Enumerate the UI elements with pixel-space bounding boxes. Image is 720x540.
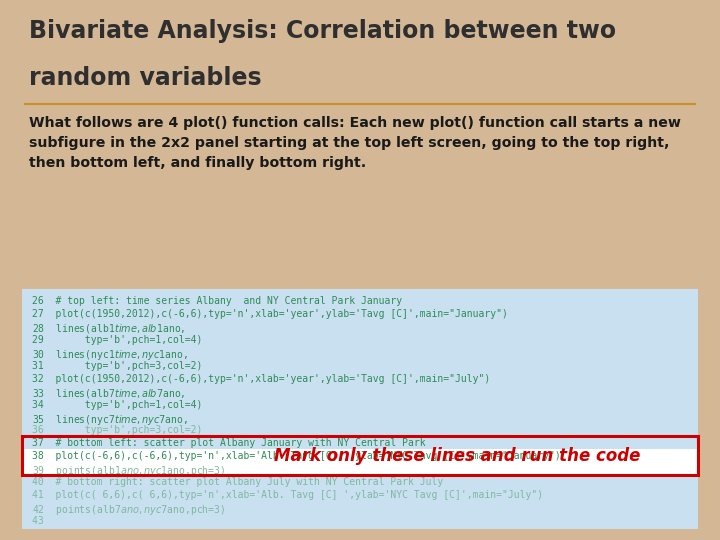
Text: What follows are 4 plot() function calls: Each new plot() function call starts a: What follows are 4 plot() function calls…: [29, 116, 680, 170]
Text: 41  plot(c( 6,6),c( 6,6),typ='n',xlab='Alb. Tavg [C] ',ylab='NYC Tavg [C]',main=: 41 plot(c( 6,6),c( 6,6),typ='n',xlab='Al…: [32, 490, 544, 500]
Text: Mark only these lines and run the code: Mark only these lines and run the code: [274, 447, 640, 464]
FancyBboxPatch shape: [22, 462, 698, 475]
Text: 32  plot(c(1950,2012),c(-6,6),typ='n',xlab='year',ylab='Tavg [C]',main="July"): 32 plot(c(1950,2012),c(-6,6),typ='n',xla…: [32, 374, 490, 384]
FancyBboxPatch shape: [22, 289, 698, 529]
Text: 28  lines(alb1$time,alb1$ano,: 28 lines(alb1$time,alb1$ano,: [32, 322, 186, 335]
Text: 30  lines(nyc1$time,nyc1$ano,: 30 lines(nyc1$time,nyc1$ano,: [32, 348, 189, 362]
Text: Bivariate Analysis: Correlation between two: Bivariate Analysis: Correlation between …: [29, 19, 616, 43]
Text: 35  lines(nyc7$time,nyc7$ano,: 35 lines(nyc7$time,nyc7$ano,: [32, 413, 189, 427]
Text: 34       typ='b',pch=1,col=4): 34 typ='b',pch=1,col=4): [32, 400, 203, 410]
Text: 29       typ='b',pch=1,col=4): 29 typ='b',pch=1,col=4): [32, 335, 203, 345]
Text: 33  lines(alb7$time,alb7$ano,: 33 lines(alb7$time,alb7$ano,: [32, 387, 186, 400]
Text: 39  points(alb1$ano,nyc1$ano,pch=3): 39 points(alb1$ano,nyc1$ano,pch=3): [32, 464, 225, 478]
Text: 36       typ='b',pch=3,col=2): 36 typ='b',pch=3,col=2): [32, 426, 203, 435]
Text: 31       typ='b',pch=3,col=2): 31 typ='b',pch=3,col=2): [32, 361, 203, 371]
Text: 40  # bottom right: scatter plot Albany July with NY Central Park July: 40 # bottom right: scatter plot Albany J…: [32, 477, 444, 487]
Text: 38  plot(c(-6,6),c(-6,6),typ='n',xlab='Alb. Tavg [C] ',ylab='NYC Tavg [C]',main=: 38 plot(c(-6,6),c(-6,6),typ='n',xlab='Al…: [32, 451, 561, 461]
FancyBboxPatch shape: [22, 449, 698, 462]
Text: 26  # top left: time series Albany  and NY Central Park January: 26 # top left: time series Albany and NY…: [32, 296, 402, 307]
Text: 37  # bottom left: scatter plot Albany January with NY Central Park: 37 # bottom left: scatter plot Albany Ja…: [32, 438, 426, 448]
Text: 43: 43: [32, 516, 56, 526]
Text: 27  plot(c(1950,2012),c(-6,6),typ='n',xlab='year',ylab='Tavg [C]',main="January": 27 plot(c(1950,2012),c(-6,6),typ='n',xla…: [32, 309, 508, 319]
Text: random variables: random variables: [29, 66, 261, 90]
Text: 42  points(alb7$ano,nyc7$ano,pch=3): 42 points(alb7$ano,nyc7$ano,pch=3): [32, 503, 225, 517]
